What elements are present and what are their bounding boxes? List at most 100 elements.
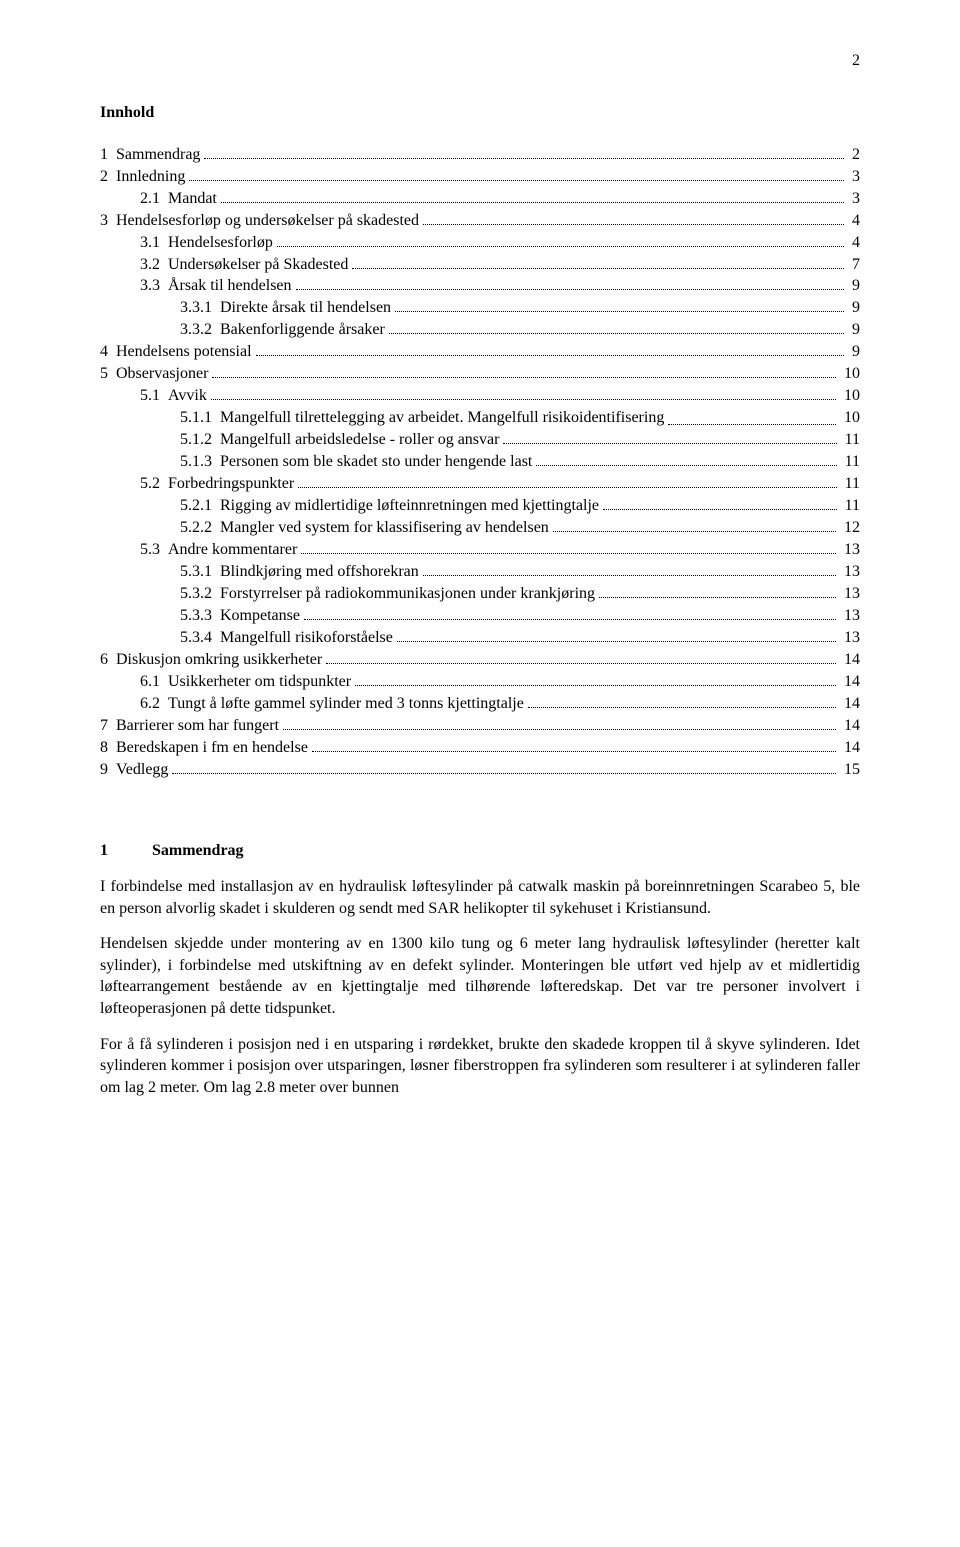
toc-leader-dots: [277, 231, 844, 246]
toc-leader-dots: [395, 297, 844, 312]
toc-label: Mangelfull tilrettelegging av arbeidet. …: [220, 407, 664, 429]
toc-label: Hendelsesforløp og undersøkelser på skad…: [116, 210, 419, 232]
toc-leader-dots: [389, 319, 844, 334]
toc-label: Vedlegg: [116, 759, 168, 781]
toc-leader-dots: [283, 714, 836, 729]
toc-label: Bakenforliggende årsaker: [220, 319, 385, 341]
toc-page-number: 14: [840, 715, 860, 737]
toc-number: 1: [100, 144, 116, 166]
toc-label: Sammendrag: [116, 144, 200, 166]
toc-number: 2.1: [100, 188, 168, 210]
toc-number: 4: [100, 341, 116, 363]
toc-label: Hendelsesforløp: [168, 232, 273, 254]
toc-number: 6: [100, 649, 116, 671]
toc-page-number: 4: [848, 210, 860, 232]
toc-label: Innledning: [116, 166, 185, 188]
toc-page-number: 13: [840, 583, 860, 605]
toc-number: 5.3.2: [100, 583, 220, 605]
toc-number: 5.3: [100, 539, 168, 561]
toc-page-number: 11: [841, 429, 860, 451]
section-body: I forbindelse med installasjon av en hyd…: [100, 876, 860, 1098]
toc-number: 3: [100, 210, 116, 232]
toc-row: 3.3.1Direkte årsak til hendelsen9: [100, 297, 860, 319]
toc-number: 5.1.3: [100, 451, 220, 473]
toc-page-number: 3: [848, 166, 860, 188]
table-of-contents: 1Sammendrag22Innledning32.1Mandat33Hende…: [100, 143, 860, 780]
section-heading: 1 Sammendrag: [100, 840, 860, 862]
document-page: 2 Innhold 1Sammendrag22Innledning32.1Man…: [0, 0, 960, 1172]
toc-number: 3.3.2: [100, 319, 220, 341]
toc-label: Andre kommentarer: [168, 539, 297, 561]
toc-label: Forstyrrelser på radiokommunikasjonen un…: [220, 583, 595, 605]
toc-row: 9Vedlegg15: [100, 758, 860, 780]
toc-leader-dots: [668, 409, 836, 424]
toc-page-number: 14: [840, 671, 860, 693]
toc-page-number: 14: [840, 649, 860, 671]
toc-number: 9: [100, 759, 116, 781]
toc-row: 2.1Mandat 3: [100, 187, 860, 209]
toc-number: 3.2: [100, 254, 168, 276]
toc-leader-dots: [301, 539, 836, 554]
toc-row: 4Hendelsens potensial9: [100, 341, 860, 363]
toc-label: Mangelfull risikoforståelse: [220, 627, 393, 649]
toc-row: 3Hendelsesforløp og undersøkelser på ska…: [100, 209, 860, 231]
toc-label: Blindkjøring med offshorekran: [220, 561, 419, 583]
toc-row: 1Sammendrag2: [100, 143, 860, 165]
toc-leader-dots: [528, 692, 836, 707]
toc-leader-dots: [172, 758, 836, 773]
toc-page-number: 11: [841, 451, 860, 473]
toc-page-number: 14: [840, 737, 860, 759]
toc-row: 5.1.2Mangelfull arbeidsledelse - roller …: [100, 429, 860, 451]
toc-page-number: 10: [840, 363, 860, 385]
toc-row: 5.2.1Rigging av midlertidige løfteinnret…: [100, 495, 860, 517]
toc-page-number: 13: [840, 605, 860, 627]
toc-row: 6.2Tungt å løfte gammel sylinder med 3 t…: [100, 692, 860, 714]
toc-label: Mangelfull arbeidsledelse - roller og an…: [220, 429, 499, 451]
toc-label: Forbedringspunkter: [168, 473, 294, 495]
toc-leader-dots: [221, 187, 844, 202]
toc-page-number: 13: [840, 539, 860, 561]
toc-page-number: 3: [848, 188, 860, 210]
toc-number: 5.2.1: [100, 495, 220, 517]
toc-leader-dots: [211, 385, 836, 400]
paragraph: For å få sylinderen i posisjon ned i en …: [100, 1034, 860, 1099]
toc-number: 3.1: [100, 232, 168, 254]
toc-title: Innhold: [100, 102, 860, 124]
toc-leader-dots: [503, 429, 836, 444]
toc-row: 6.1Usikkerheter om tidspunkter14: [100, 670, 860, 692]
toc-row: 6Diskusjon omkring usikkerheter14: [100, 648, 860, 670]
toc-number: 8: [100, 737, 116, 759]
toc-label: Rigging av midlertidige løfteinnretninge…: [220, 495, 599, 517]
toc-number: 5.2.2: [100, 517, 220, 539]
toc-leader-dots: [256, 341, 844, 356]
toc-row: 5.2Forbedringspunkter11: [100, 473, 860, 495]
toc-label: Mandat: [168, 188, 217, 210]
toc-page-number: 13: [840, 627, 860, 649]
toc-label: Beredskapen i fm en hendelse: [116, 737, 308, 759]
toc-row: 5.1.1Mangelfull tilrettelegging av arbei…: [100, 407, 860, 429]
toc-label: Barrierer som har fungert: [116, 715, 279, 737]
toc-page-number: 11: [841, 495, 860, 517]
toc-page-number: 12: [840, 517, 860, 539]
toc-label: Mangler ved system for klassifisering av…: [220, 517, 549, 539]
toc-row: 5.3Andre kommentarer 13: [100, 539, 860, 561]
toc-number: 5.1: [100, 385, 168, 407]
toc-row: 5.3.4Mangelfull risikoforståelse13: [100, 626, 860, 648]
toc-row: 2Innledning3: [100, 165, 860, 187]
toc-row: 5.1.3Personen som ble skadet sto under h…: [100, 451, 860, 473]
toc-row: 3.1Hendelsesforløp 4: [100, 231, 860, 253]
toc-page-number: 14: [840, 693, 860, 715]
toc-number: 5: [100, 363, 116, 385]
toc-number: 5.2: [100, 473, 168, 495]
page-number: 2: [100, 50, 860, 72]
toc-row: 5Observasjoner10: [100, 363, 860, 385]
toc-number: 5.3.1: [100, 561, 220, 583]
paragraph: Hendelsen skjedde under montering av en …: [100, 933, 860, 1019]
toc-leader-dots: [212, 363, 836, 378]
toc-leader-dots: [553, 517, 836, 532]
section-title: Sammendrag: [152, 842, 244, 859]
toc-row: 5.2.2Mangler ved system for klassifiseri…: [100, 517, 860, 539]
toc-page-number: 4: [848, 232, 860, 254]
toc-leader-dots: [397, 626, 836, 641]
toc-page-number: 10: [840, 407, 860, 429]
